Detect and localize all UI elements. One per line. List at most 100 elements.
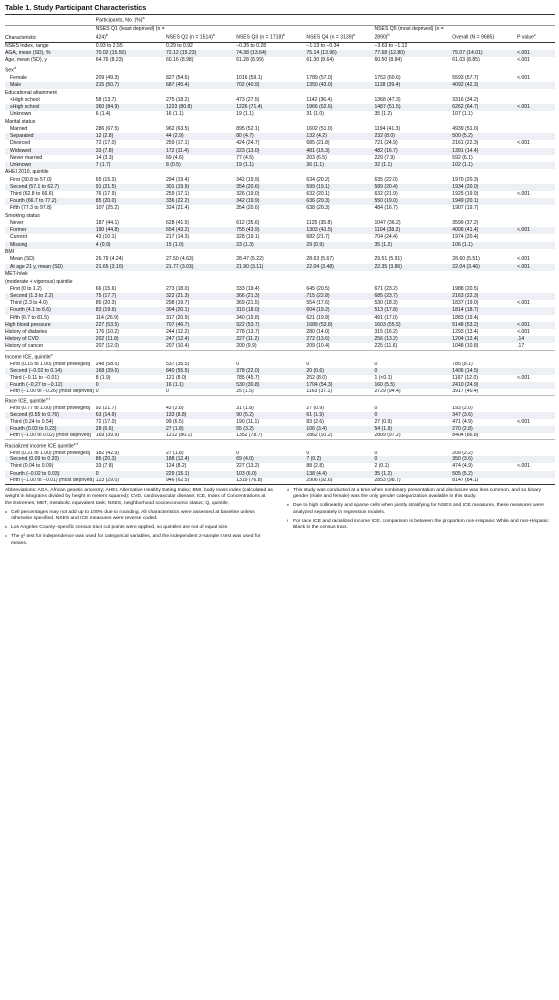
value-cell: 0 xyxy=(374,411,453,420)
row-label: First (0.21 to 1.00) [most privileged] xyxy=(10,450,91,456)
value-cell: 342 (19.9) xyxy=(236,198,307,206)
value-cell: 29.51 (5.91) xyxy=(374,256,402,263)
table-row: High blood pressure 227 (53.5) 707 (46.7) 9… xyxy=(5,321,555,329)
table-body: NSES Index, range 0.93 to 2.55 0.29 to 0.9… xyxy=(5,43,555,484)
table-row: First (0.15 to 1.00) [most privileged] 24… xyxy=(5,362,555,368)
value-cell: 350 (3.6) xyxy=(452,456,518,464)
value-cell: 27 (0.9) xyxy=(374,419,393,426)
footnotes: Abbreviations: AGA, African genetic ance… xyxy=(5,488,555,550)
table-row: First (30.8 to 57.0) 65 (15.3) 294 (19.4) 3… xyxy=(5,177,555,184)
value-cell: 1319 (76.8) xyxy=(236,477,263,483)
value-cell: 132 (4.2) xyxy=(306,133,375,141)
value-cell: 65 (15.3) xyxy=(95,176,117,183)
value-cell: 1925 (19.9) xyxy=(452,190,479,197)
value-cell: 895 (52.1) xyxy=(236,126,260,133)
footnote-c: c The χ² test for independence was used f… xyxy=(5,534,261,546)
value-cell: 29 (0.9) xyxy=(306,241,375,249)
value-cell: 1988 (20.5) xyxy=(452,285,479,292)
value-cell: 2729 (94.4) xyxy=(374,388,401,394)
row-label: Fourth (66.7 to 77.2) xyxy=(5,198,96,206)
value-cell: 1016 (59.1) xyxy=(236,74,263,81)
table-container: Table 1. Study Participant Characteristi… xyxy=(5,3,555,550)
value-cell: 259 (17.1) xyxy=(165,140,190,147)
value-cell: 530 (18.3) xyxy=(374,300,398,307)
row-label: Fifth (6.7 to 81.5) xyxy=(10,314,49,321)
value-cell: 636 (20.3) xyxy=(306,198,375,206)
value-cell: 1163 (37.1) xyxy=(306,388,333,394)
section-row: Sexd xyxy=(5,66,16,74)
p-value-cell xyxy=(517,126,555,133)
value-cell: 44 (2.9) xyxy=(165,133,237,141)
section-label: Race ICE, quintile xyxy=(5,398,46,405)
value-cell: 0 xyxy=(95,470,166,478)
value-cell: 685 (21.8) xyxy=(306,140,330,147)
value-cell: 8404 (86.8) xyxy=(452,433,479,439)
table-title: Table 1. Study Participant Characteristi… xyxy=(5,3,147,12)
value-cell: 70.02 (15.50) xyxy=(95,50,166,58)
value-cell: 2862 (91.2) xyxy=(306,433,333,439)
row-label: Second (−0.02 to 0.14) xyxy=(5,367,96,375)
value-cell: 188 (12.4) xyxy=(165,456,237,464)
value-cell: 0.93 to 2.55 xyxy=(95,43,123,50)
row-label: NSES Index, range xyxy=(5,43,49,50)
value-cell: 75.07 (14.01) xyxy=(452,50,518,58)
table-row: Second (0.09 to 0.20) 86 (20.3) 188 (12.4)… xyxy=(5,456,555,464)
value-cell: 8147 (84.1) xyxy=(452,477,479,483)
value-cell: 1704 (54.3) xyxy=(306,381,375,389)
table-row: Third (0.04 to 0.09) 33 (7.8) 124 (8.2) 227… xyxy=(5,463,555,470)
table-row: Never 187 (44.1) 628 (41.5) 612 (35.6) 1125 … xyxy=(5,220,555,227)
row-label: Mean (SD) xyxy=(10,256,35,263)
value-cell: 1138 (39.4) xyxy=(374,82,453,90)
section-label: Smoking status xyxy=(5,212,40,219)
p-value-cell xyxy=(517,286,555,293)
value-cell: 72 (17.0) xyxy=(95,140,117,147)
p-value-cell xyxy=(517,411,555,420)
value-cell: 628 (41.5) xyxy=(165,220,190,227)
value-cell: 207 (12.0) xyxy=(95,343,119,350)
table-row: Current 43 (10.1) 217 (14.3) 328 (19.1) 682 … xyxy=(5,234,555,241)
value-cell: 14 (3.3) xyxy=(95,154,114,161)
row-label: ≥High school xyxy=(5,104,96,112)
value-cell: 80 (4.7) xyxy=(236,133,307,141)
table-row: Separated 12 (2.8) 44 (2.9) 80 (4.7) 132 (4.… xyxy=(5,133,555,141)
value-cell: 26.79 (4.24) xyxy=(95,256,124,263)
value-cell: 304 (20.1) xyxy=(165,307,237,315)
header-col-2: NSES Q3 (n = 1718)b xyxy=(236,33,286,41)
value-cell: 106 (3.4) xyxy=(306,426,375,434)
table-row: Fifth (6.7 to 81.5) 114 (26.9) 317 (20.9) 3… xyxy=(5,315,555,322)
value-cell: 0 xyxy=(236,361,240,367)
header-group-row: Participants, No. (%)a xyxy=(5,15,555,26)
p-value-cell: <.001 xyxy=(517,263,555,271)
table-row: AGA, mean (SD), % 70.02 (15.50) 72.12 (15.… xyxy=(5,50,555,58)
section-label: AHEI 2010, quintile xyxy=(5,169,49,176)
row-label: AGA, mean (SD), % xyxy=(5,50,96,58)
value-cell: 107 (1.1) xyxy=(452,111,473,118)
value-cell: 190 (44.8) xyxy=(95,227,166,235)
value-cell: 301 (19.9) xyxy=(165,183,237,191)
p-value-cell xyxy=(517,43,555,51)
value-cell: 102 (1.1) xyxy=(452,161,518,169)
value-cell: 12 (2.8) xyxy=(95,133,166,141)
p-value-cell: <.001 xyxy=(517,74,530,81)
p-value-cell xyxy=(517,147,555,155)
row-label: Fifth (−1.00 to 0.02) [most deprived] xyxy=(10,433,91,439)
p-value-cell xyxy=(517,470,555,478)
p-value-cell: <.001 xyxy=(517,227,555,235)
footnote-e: e Due to high collinearity and sparse cel… xyxy=(287,503,544,515)
table-row: Female 209 (49.3) 827 (54.6) 1016 (59.1) 178… xyxy=(5,75,555,82)
value-cell: 1125 (35.8) xyxy=(306,220,333,227)
value-cell: 0 xyxy=(374,367,453,375)
table-row: First (0 to 1.2) 66 (15.6) 273 (18.0) 333 (… xyxy=(5,286,555,293)
value-cell: 946 (62.5) xyxy=(165,477,190,483)
table-row: Former 190 (44.8) 654 (43.2) 755 (43.9) 1303… xyxy=(5,227,555,235)
section-row: MET-h/wk xyxy=(5,271,555,279)
value-cell: 298 (19.7) xyxy=(165,300,190,307)
value-cell: 1104 (38.2) xyxy=(374,227,453,235)
value-cell: 169 (39.9) xyxy=(95,433,119,439)
section-label: Educational attainment xyxy=(5,89,57,96)
value-cell: 172 (11.4) xyxy=(165,147,237,155)
p-value-cell xyxy=(517,111,555,118)
value-cell: 2163 (22.3) xyxy=(452,293,518,301)
p-value-cell xyxy=(517,82,555,90)
value-cell: 635 (22.0) xyxy=(374,176,398,183)
